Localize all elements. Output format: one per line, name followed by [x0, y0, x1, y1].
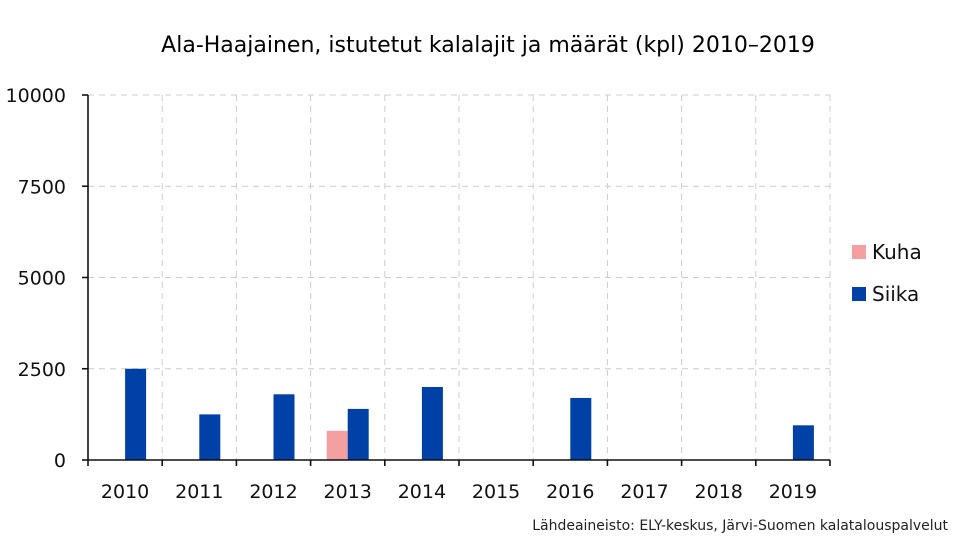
bar-siika-2013 — [347, 408, 369, 460]
y-tick-label: 7500 — [18, 176, 66, 198]
source-note: Lähdeaineisto: ELY-keskus, Järvi-Suomen … — [532, 518, 948, 534]
axes — [82, 94, 831, 466]
x-tick-label: 2018 — [695, 481, 743, 503]
bar-siika-2016 — [570, 397, 592, 460]
legend-label-kuha: Kuha — [872, 240, 922, 264]
x-tick-label: 2014 — [398, 481, 446, 503]
x-tick-label: 2019 — [769, 481, 817, 503]
bar-kuha-2013 — [326, 430, 348, 460]
y-tick-labels: 0 2500 5000 7500 10000 — [6, 85, 66, 472]
y-tick-label: 5000 — [18, 268, 66, 290]
y-tick-label: 2500 — [18, 359, 66, 381]
bar-siika-2012 — [273, 394, 295, 460]
legend-label-siika: Siika — [872, 282, 919, 306]
x-tick-label: 2016 — [546, 481, 594, 503]
legend-swatch-siika — [852, 287, 866, 301]
bars — [125, 368, 814, 460]
bar-siika-2014 — [421, 387, 443, 460]
x-tick-label: 2012 — [249, 481, 297, 503]
x-tick-label: 2015 — [472, 481, 520, 503]
bar-siika-2010 — [125, 368, 147, 460]
x-tick-label: 2017 — [620, 481, 668, 503]
y-tick-label: 10000 — [6, 85, 66, 107]
x-tick-labels: 2010 2011 2012 2013 2014 2015 2016 2017 2018 2019 — [101, 481, 817, 503]
y-tick-label: 0 — [54, 450, 66, 472]
x-tick-label: 2011 — [175, 481, 223, 503]
chart-title: Ala-Haajainen, istutetut kalalajit ja mä… — [161, 33, 815, 58]
x-tick-label: 2013 — [324, 481, 372, 503]
x-tick-label: 2010 — [101, 481, 149, 503]
bar-siika-2011 — [199, 414, 221, 460]
bar-siika-2019 — [792, 425, 814, 460]
legend: Kuha Siika — [852, 240, 922, 306]
gridlines — [88, 94, 831, 460]
legend-swatch-kuha — [852, 245, 866, 259]
